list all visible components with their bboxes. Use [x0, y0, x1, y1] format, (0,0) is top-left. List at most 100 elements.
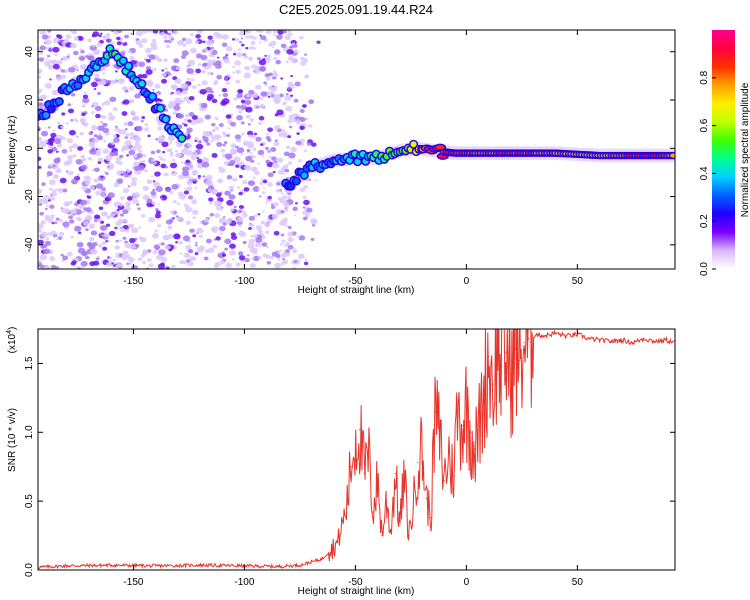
noise-speckle [232, 71, 235, 74]
noise-speckle [280, 262, 285, 266]
noise-speckle [179, 252, 183, 255]
noise-speckle [168, 148, 173, 152]
noise-speckle [132, 145, 138, 149]
noise-speckle [115, 239, 119, 243]
noise-speckle [38, 188, 43, 195]
noise-speckle [84, 216, 88, 220]
noise-speckle [105, 223, 111, 227]
noise-speckle [106, 80, 112, 84]
noise-speckle [47, 149, 53, 154]
noise-speckle [204, 218, 210, 223]
track-point [149, 93, 156, 100]
noise-speckle [83, 175, 92, 182]
noise-speckle [79, 64, 88, 70]
noise-speckle [269, 90, 275, 95]
noise-speckle [61, 149, 68, 154]
noise-speckle [108, 115, 116, 121]
noise-speckle [90, 245, 95, 249]
noise-speckle [245, 155, 253, 162]
noise-speckle [124, 128, 128, 131]
noise-speckle [107, 161, 112, 165]
noise-speckle [123, 121, 129, 126]
track-point [48, 106, 55, 113]
noise-speckle [232, 65, 236, 68]
noise-speckle [72, 50, 79, 56]
noise-speckle [213, 31, 220, 37]
noise-speckle [266, 245, 269, 249]
noise-speckle [227, 163, 232, 167]
noise-speckle [248, 89, 255, 95]
noise-speckle [265, 146, 269, 150]
noise-speckle [103, 140, 107, 143]
snr-anchor-point [416, 461, 419, 464]
noise-speckle [239, 161, 245, 166]
noise-speckle [97, 78, 102, 82]
noise-speckle [152, 249, 158, 255]
track-point [138, 80, 145, 87]
noise-speckle [119, 154, 124, 159]
noise-speckle [220, 148, 226, 153]
noise-speckle [142, 30, 148, 34]
noise-speckle [235, 262, 241, 267]
noise-speckle [68, 200, 73, 204]
colorbar-tick-label: 0.6 [699, 118, 710, 132]
noise-speckle [273, 201, 279, 207]
noise-speckle [160, 78, 168, 84]
noise-speckle [252, 186, 260, 192]
noise-speckle [243, 55, 249, 59]
noise-speckle [128, 262, 133, 265]
snr-anchor-point [443, 479, 445, 482]
noise-speckle [209, 139, 214, 143]
noise-speckle [275, 59, 282, 65]
noise-speckle [122, 209, 129, 215]
noise-speckle [127, 169, 131, 173]
noise-speckle [108, 38, 113, 42]
noise-speckle [86, 216, 91, 220]
noise-speckle [181, 166, 190, 173]
snr-anchor-point [470, 431, 472, 433]
noise-speckle [192, 180, 197, 184]
colorbar-tick-label: 0.4 [699, 166, 710, 180]
noise-speckle [133, 161, 140, 167]
x-tick-label: -150 [123, 276, 143, 287]
noise-speckle [286, 176, 290, 180]
noise-speckle [124, 136, 129, 139]
noise-speckle [267, 95, 271, 98]
noise-speckle [168, 248, 172, 252]
noise-speckle [195, 143, 204, 150]
noise-speckle [114, 245, 120, 250]
noise-speckle [76, 216, 81, 221]
noise-speckle [237, 251, 244, 256]
noise-speckle [133, 136, 139, 141]
noise-speckle [253, 155, 257, 159]
noise-speckle [141, 73, 148, 79]
noise-speckle [140, 214, 146, 218]
noise-speckle [163, 172, 169, 177]
noise-speckle [292, 249, 297, 254]
noise-speckle [177, 113, 184, 119]
noise-speckle [258, 59, 267, 66]
noise-speckle [79, 131, 84, 136]
x-tick-label: 50 [572, 577, 584, 588]
noise-speckle [142, 194, 150, 200]
snr-anchor-point [430, 517, 432, 519]
noise-speckle [265, 159, 271, 164]
noise-speckle [66, 154, 74, 160]
noise-speckle [38, 88, 43, 93]
noise-speckle [258, 116, 265, 121]
noise-speckle [63, 38, 70, 44]
noise-speckle [228, 194, 236, 200]
snr-anchor-point [359, 428, 361, 431]
noise-speckle [283, 201, 289, 207]
noise-speckle [192, 209, 199, 215]
noise-speckle [99, 120, 104, 125]
noise-speckle [57, 187, 64, 194]
noise-speckle [258, 121, 263, 126]
noise-speckle [189, 228, 195, 233]
noise-speckle [38, 223, 44, 230]
noise-speckle [294, 81, 301, 87]
noise-speckle [264, 54, 267, 57]
noise-speckle [222, 216, 226, 219]
noise-speckle [285, 225, 289, 228]
noise-speckle [69, 219, 75, 224]
